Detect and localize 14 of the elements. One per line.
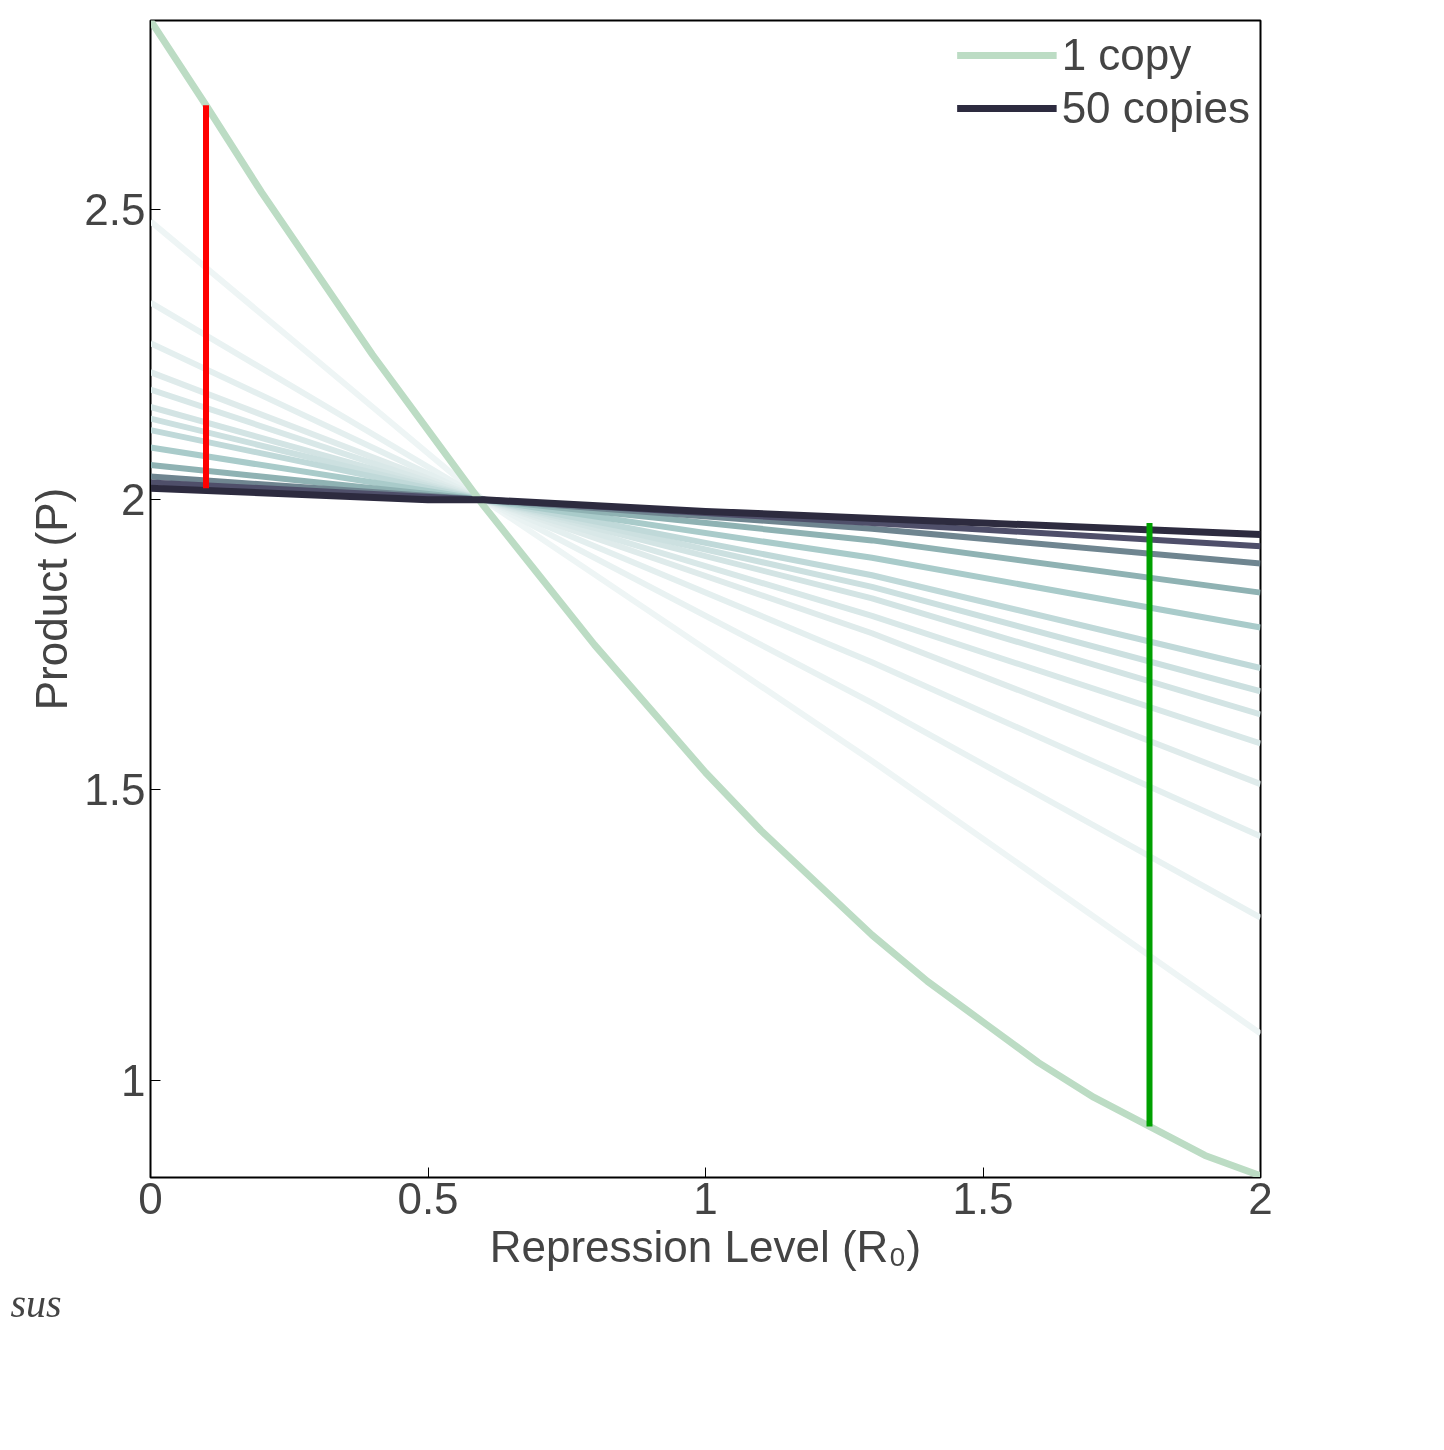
x-tick-label: 0.5 bbox=[397, 1173, 459, 1223]
text: sus bbox=[10, 1280, 62, 1326]
x-tick-label: 0 bbox=[138, 1173, 163, 1223]
y-tick-label: 1 bbox=[121, 1055, 146, 1105]
y-tick-label: 2 bbox=[121, 475, 146, 525]
legend-label: 50 copies bbox=[1061, 83, 1250, 133]
y-axis-title: Product (P) bbox=[27, 487, 77, 711]
x-tick-label: 2 bbox=[1248, 1173, 1273, 1223]
y-tick-label: 2.5 bbox=[84, 185, 146, 235]
x-tick-label: 1 bbox=[693, 1173, 718, 1223]
x-tick-label: 1.5 bbox=[952, 1173, 1014, 1223]
y-tick-label: 1.5 bbox=[84, 765, 146, 815]
x-axis-title: Repression Level (R₀) bbox=[489, 1221, 922, 1271]
legend-label: 1 copy bbox=[1061, 30, 1192, 80]
